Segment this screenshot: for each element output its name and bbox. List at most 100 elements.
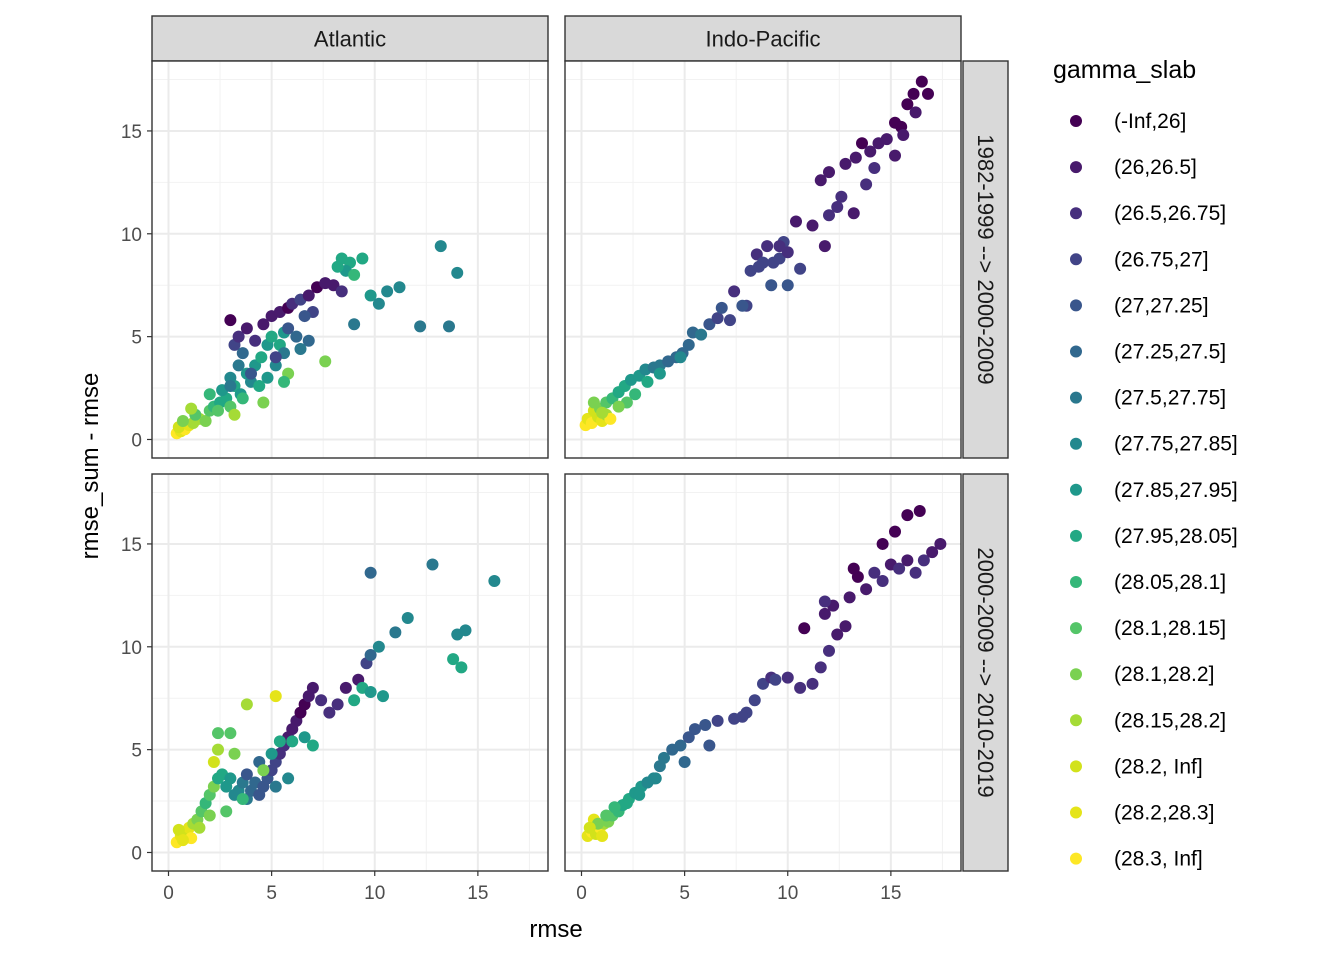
data-point — [711, 714, 724, 727]
legend-key — [1070, 668, 1082, 681]
data-point — [909, 106, 922, 119]
data-point — [426, 558, 439, 571]
data-point — [868, 161, 881, 174]
data-point — [393, 281, 406, 294]
data-point — [302, 334, 315, 347]
legend-label: (27.95,28.05] — [1114, 525, 1238, 548]
facet-panel — [564, 60, 962, 459]
data-point — [653, 367, 666, 380]
legend-key — [1070, 253, 1082, 266]
data-point — [781, 279, 794, 292]
data-point — [269, 359, 282, 372]
data-point — [269, 780, 282, 793]
y-tick-label: 0 — [131, 843, 142, 864]
x-axis-title: rmse — [529, 916, 582, 943]
x-tick-label: 15 — [467, 883, 488, 904]
y-tick-label: 10 — [121, 638, 142, 659]
facet-strip-row — [962, 60, 1009, 459]
data-point — [172, 823, 185, 836]
y-tick-label: 15 — [121, 122, 142, 143]
panel-border — [564, 60, 962, 459]
data-point — [253, 380, 266, 393]
data-point — [278, 375, 290, 388]
data-point — [447, 653, 460, 666]
data-point — [443, 320, 455, 333]
data-point — [203, 388, 216, 401]
data-point — [818, 607, 831, 620]
facet-panel: 0 5 10 15 — [121, 60, 549, 459]
data-point — [240, 322, 253, 335]
data-point — [327, 279, 340, 292]
data-point — [224, 371, 237, 384]
data-point — [364, 566, 377, 579]
data-point — [265, 747, 278, 760]
data-point — [212, 743, 224, 756]
data-point — [868, 566, 881, 579]
data-point — [860, 583, 873, 596]
data-point — [724, 314, 736, 327]
legend-key — [1070, 161, 1082, 174]
data-point — [699, 718, 712, 731]
data-point — [596, 406, 609, 419]
data-point — [889, 525, 901, 538]
data-point — [917, 554, 930, 567]
data-point — [773, 240, 786, 253]
data-point — [781, 671, 794, 684]
data-point — [856, 137, 868, 150]
data-point — [897, 129, 910, 142]
x-tick-label: 5 — [679, 883, 690, 904]
y-tick-label: 5 — [131, 741, 142, 762]
data-point — [240, 768, 253, 781]
data-point — [232, 359, 245, 372]
data-point — [876, 537, 889, 550]
data-point — [298, 310, 311, 323]
legend-label: (27,27.25] — [1114, 294, 1209, 317]
data-point — [207, 755, 220, 768]
data-point — [319, 355, 332, 368]
data-point — [880, 133, 893, 146]
facet-strip-label: Indo-Pacific — [706, 27, 821, 52]
data-point — [781, 246, 794, 259]
legend-key — [1070, 760, 1082, 773]
data-point — [273, 735, 286, 748]
legend-key — [1070, 576, 1082, 588]
legend-key — [1070, 483, 1082, 496]
data-point — [608, 801, 621, 814]
data-point — [372, 640, 385, 653]
x-tick-label: 10 — [364, 883, 385, 904]
data-point — [245, 367, 257, 380]
data-point — [695, 328, 708, 341]
data-point — [750, 248, 763, 261]
data-point — [629, 388, 642, 401]
legend-key — [1070, 437, 1082, 450]
data-point — [682, 731, 695, 744]
data-point — [649, 772, 662, 785]
data-point — [255, 351, 268, 364]
data-point — [913, 505, 926, 518]
data-point — [728, 285, 741, 298]
data-point — [674, 739, 687, 752]
data-point — [306, 681, 319, 694]
data-point — [434, 240, 447, 253]
data-point — [682, 338, 695, 351]
data-point — [715, 301, 728, 314]
data-point — [620, 797, 633, 810]
data-point — [674, 351, 687, 364]
data-point — [315, 694, 328, 707]
data-point — [236, 793, 249, 806]
panel-border — [564, 473, 962, 872]
data-point — [282, 772, 295, 785]
data-point — [847, 207, 860, 220]
legend-label: (28.15,28.2] — [1114, 709, 1226, 732]
data-point — [600, 809, 613, 822]
data-point — [823, 644, 835, 657]
data-point — [860, 178, 873, 191]
legend-label: (-Inf,26] — [1114, 110, 1186, 133]
data-point — [688, 723, 701, 736]
data-point — [835, 190, 848, 203]
legend-label: (28.2,28.3] — [1114, 802, 1214, 825]
data-point — [658, 751, 670, 764]
y-axis-title: rmse_sum - rmse — [77, 373, 104, 560]
data-point — [459, 624, 472, 637]
data-point — [889, 149, 901, 162]
